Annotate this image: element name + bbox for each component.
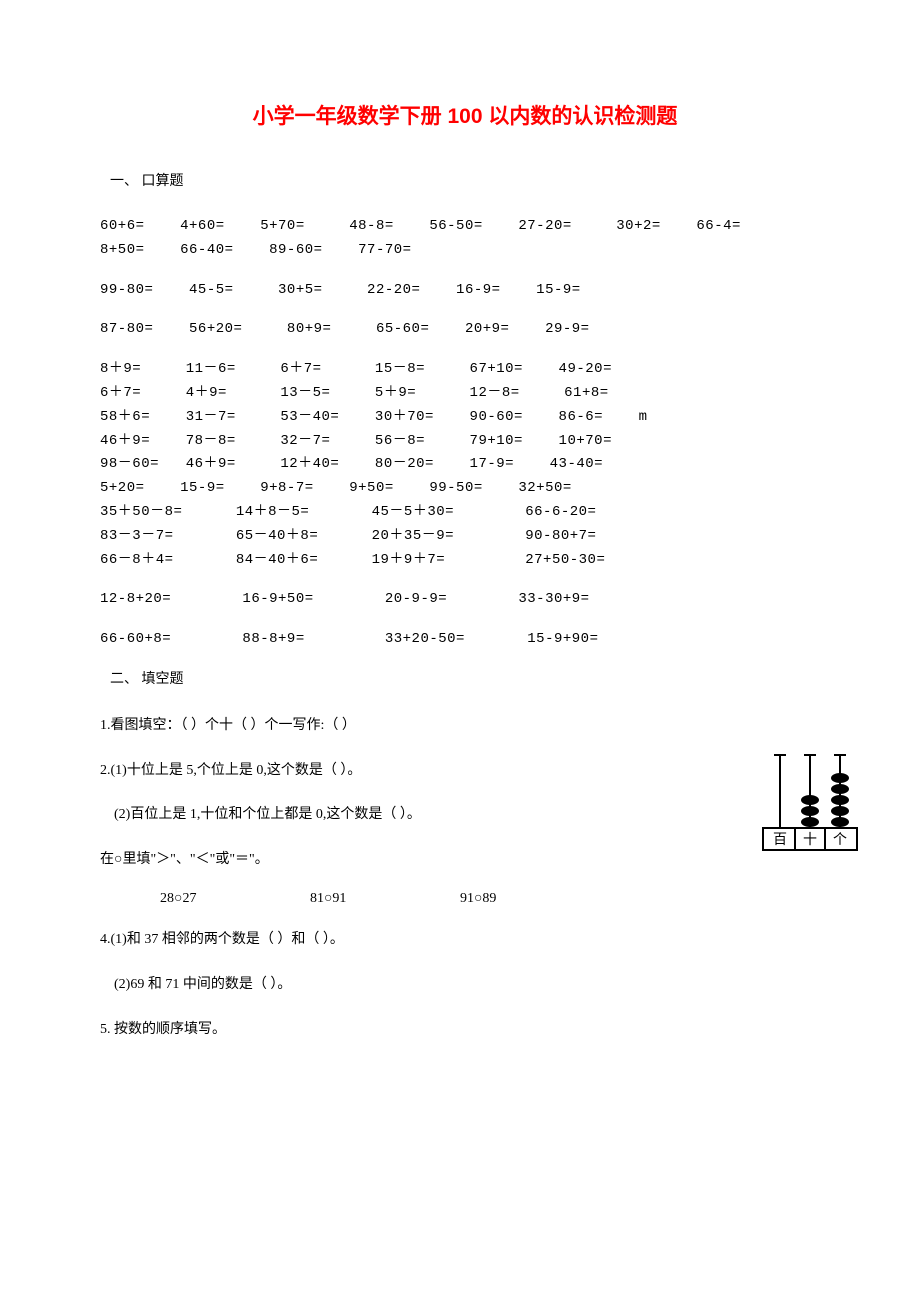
arith-row: 58＋6= 31－7= 53－40= 30＋70= 90-60= 86-6= m (100, 406, 830, 430)
section1-heading: 一、 口算题 (110, 170, 830, 190)
page-title: 小学一年级数学下册 100 以内数的认识检测题 (100, 100, 830, 130)
fill-q2a: 2.(1)十位上是 5,个位上是 0,这个数是（ ）。 (100, 758, 830, 785)
arith-row: 66-60+8= 88-8+9= 33+20-50= 15-9+90= (100, 628, 830, 652)
compare-row: 28○27 81○91 91○89 (160, 891, 830, 907)
arith-row: 98－60= 46＋9= 12＋40= 80－20= 17-9= 43-40= (100, 453, 830, 477)
svg-text:十: 十 (803, 832, 817, 848)
arith-row: 8+50= 66-40= 89-60= 77-70= (100, 239, 830, 263)
fill-q4a: 4.(1)和 37 相邻的两个数是（ ）和（ ）。 (100, 927, 830, 954)
section2-heading: 二、 填空题 (110, 668, 830, 688)
fill-q1: 1.看图填空：（ ）个十（ ）个一写作:（ ） (100, 713, 830, 740)
arith-block-5: 12-8+20= 16-9+50= 20-9-9= 33-30+9= (100, 588, 830, 612)
compare-a: 28○27 (160, 891, 196, 906)
arith-block-2: 99-80= 45-5= 30+5= 22-20= 16-9= 15-9= (100, 279, 830, 303)
arith-row: 66－8＋4= 84－40＋6= 19＋9＋7= 27+50-30= (100, 549, 830, 573)
fill-q2b: (2)百位上是 1,十位和个位上都是 0,这个数是（ ）。 (114, 802, 830, 829)
arith-row: 46＋9= 78－8= 32－7= 56－8= 79+10= 10+70= (100, 430, 830, 454)
fill-q4b: (2)69 和 71 中间的数是（ ）。 (114, 972, 830, 999)
compare-c: 91○89 (460, 891, 496, 906)
arith-row: 87-80= 56+20= 80+9= 65-60= 20+9= 29-9= (100, 318, 830, 342)
abacus-svg: 百十个 (755, 750, 865, 860)
arith-row: 83－3－7= 65－40＋8= 20＋35－9= 90-80+7= (100, 525, 830, 549)
compare-b: 81○91 (310, 891, 346, 906)
arith-row: 60+6= 4+60= 5+70= 48-8= 56-50= 27-20= 30… (100, 215, 830, 239)
fill-q3: 在○里填"＞"、"＜"或"＝"。 (100, 847, 830, 874)
arith-row: 99-80= 45-5= 30+5= 22-20= 16-9= 15-9= (100, 279, 830, 303)
svg-text:个: 个 (833, 832, 847, 848)
arith-row: 35＋50－8= 14＋8－5= 45－5＋30= 66-6-20= (100, 501, 830, 525)
arith-row: 5+20= 15-9= 9+8-7= 9+50= 99-50= 32+50= (100, 477, 830, 501)
arith-block-3: 87-80= 56+20= 80+9= 65-60= 20+9= 29-9= (100, 318, 830, 342)
svg-text:百: 百 (773, 832, 787, 848)
abacus-image: 百十个 (755, 750, 865, 865)
arith-row: 8＋9= 11－6= 6＋7= 15－8= 67+10= 49-20= (100, 358, 830, 382)
arith-block-1: 60+6= 4+60= 5+70= 48-8= 56-50= 27-20= 30… (100, 215, 830, 263)
fill-q5: 5. 按数的顺序填写。 (100, 1017, 830, 1044)
arith-block-6: 66-60+8= 88-8+9= 33+20-50= 15-9+90= (100, 628, 830, 652)
arith-block-4: 8＋9= 11－6= 6＋7= 15－8= 67+10= 49-20= 6＋7=… (100, 358, 830, 572)
arith-row: 12-8+20= 16-9+50= 20-9-9= 33-30+9= (100, 588, 830, 612)
arith-row: 6＋7= 4＋9= 13－5= 5＋9= 12－8= 61+8= (100, 382, 830, 406)
